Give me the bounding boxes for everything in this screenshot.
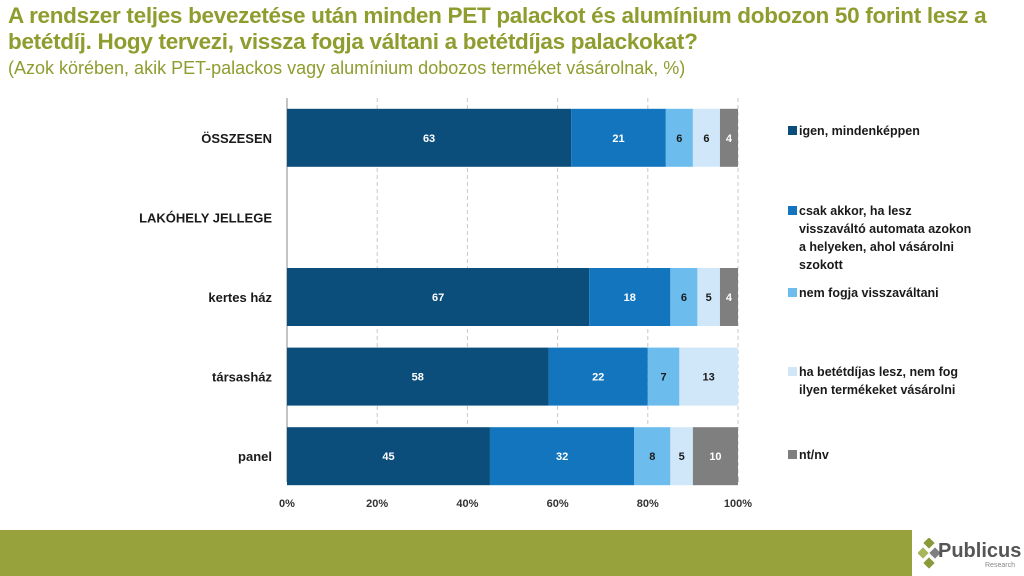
stacked-bar-chart: 0% 20% 40% 60% 80% 100% ÖSSZESEN 63 21 6 6 4 LAKÓHEL… [139, 98, 752, 510]
bar-segment [489, 427, 635, 486]
chart-title: A rendszer teljes bevezetése után minden… [8, 3, 987, 54]
data-label: 7 [661, 372, 667, 384]
x-tick-label: 20% [366, 498, 388, 510]
bar-segment [670, 268, 698, 326]
bar-segment [571, 108, 666, 167]
bar-segment [665, 108, 693, 167]
logo-subtext: Research [985, 562, 1015, 569]
data-label: 8 [649, 451, 655, 463]
category-label: kertes ház [208, 290, 272, 305]
data-label: 21 [612, 133, 624, 145]
data-label: 5 [679, 451, 685, 463]
bar-segment [692, 427, 738, 486]
data-label: 22 [592, 372, 604, 384]
x-tick-label: 40% [456, 498, 478, 510]
bar-segment [670, 427, 693, 486]
bar-segment [719, 268, 738, 326]
data-label: 6 [703, 133, 709, 145]
bar-segment [719, 108, 738, 167]
legend-label: nt/nv [799, 448, 829, 462]
data-label: 63 [423, 133, 435, 145]
legend-item: nem fogja visszaváltani [788, 284, 979, 302]
data-label: 18 [624, 292, 636, 304]
publicus-logo-icon [918, 538, 940, 569]
bar-segment [287, 108, 572, 167]
x-tick-label: 80% [637, 498, 659, 510]
legend-label: ha betétdíjas lesz, nem fog ilyen termék… [799, 365, 959, 397]
data-label: 58 [412, 372, 424, 384]
legend-item: ha betétdíjas lesz, nem fog ilyen termék… [788, 363, 979, 399]
data-label: 32 [556, 451, 568, 463]
legend-label: igen, mindenképpen [799, 124, 920, 138]
legend-item: csak akkor, ha lesz visszaváltó automata… [788, 202, 979, 274]
data-label: 45 [382, 451, 394, 463]
category-label: LAKÓHELY JELLEGE [139, 210, 272, 225]
x-tick-label: 60% [547, 498, 569, 510]
legend-swatch [788, 126, 797, 135]
chart-subtitle: (Azok körében, akik PET-palackos vagy al… [8, 58, 686, 78]
category-label: panel [238, 449, 272, 464]
data-label: 4 [726, 292, 733, 304]
legend-swatch [788, 288, 797, 297]
legend-label: nem fogja visszaváltani [799, 286, 939, 300]
bar-segment [697, 268, 720, 326]
bar-segment [548, 347, 648, 406]
data-label: 67 [432, 292, 444, 304]
legend-swatch [788, 206, 797, 215]
data-label: 13 [703, 372, 715, 384]
data-label: 6 [681, 292, 687, 304]
bar-segment [589, 268, 671, 326]
data-label: 5 [706, 292, 712, 304]
bar-segment [692, 108, 720, 167]
legend-swatch [788, 367, 797, 376]
category-label: ÖSSZESEN [201, 131, 272, 146]
x-tick-label: 100% [724, 498, 752, 510]
legend-label: csak akkor, ha lesz visszaváltó automata… [799, 204, 972, 272]
legend-swatch [788, 450, 797, 459]
logo-text: Publicus [938, 540, 1022, 562]
data-label: 6 [676, 133, 682, 145]
legend-item: igen, mindenképpen [788, 122, 979, 140]
data-label: 10 [709, 451, 721, 463]
data-label: 4 [726, 133, 733, 145]
legend-item: nt/nv [788, 446, 979, 464]
bar-segment [287, 347, 549, 406]
bar-segment [679, 347, 738, 406]
bar-segment [287, 427, 490, 486]
bar-segment [287, 268, 590, 326]
x-tick-label: 0% [279, 498, 295, 510]
category-label: társasház [212, 370, 272, 385]
bar-segment [634, 427, 671, 486]
bar-segment [647, 347, 680, 406]
footer-bar [0, 530, 912, 576]
